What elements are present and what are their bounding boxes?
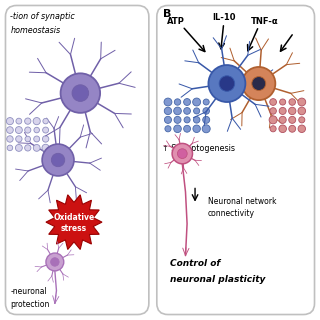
Text: stress: stress (61, 224, 87, 233)
Text: TNF-α: TNF-α (251, 17, 279, 26)
Circle shape (193, 98, 201, 106)
Circle shape (16, 136, 22, 142)
Circle shape (299, 117, 305, 123)
Circle shape (164, 116, 172, 124)
Circle shape (25, 118, 31, 124)
Circle shape (72, 85, 89, 101)
Circle shape (279, 108, 286, 115)
Circle shape (270, 99, 276, 105)
Circle shape (165, 126, 171, 132)
Circle shape (289, 107, 296, 115)
Circle shape (42, 144, 74, 176)
Circle shape (7, 127, 13, 133)
Circle shape (33, 117, 40, 125)
Circle shape (269, 116, 277, 124)
Circle shape (252, 76, 266, 91)
Circle shape (193, 116, 200, 123)
Circle shape (289, 125, 296, 132)
Text: Control of: Control of (170, 259, 220, 268)
Circle shape (16, 118, 22, 124)
Circle shape (43, 127, 49, 133)
Circle shape (51, 258, 59, 266)
Circle shape (174, 116, 181, 124)
Circle shape (164, 107, 172, 115)
Circle shape (184, 108, 190, 114)
Circle shape (219, 76, 235, 91)
FancyBboxPatch shape (5, 5, 149, 315)
Circle shape (7, 136, 13, 142)
Circle shape (25, 136, 30, 142)
Text: protection: protection (10, 300, 50, 309)
Circle shape (289, 99, 295, 105)
Circle shape (279, 116, 286, 124)
Circle shape (177, 149, 187, 158)
Circle shape (203, 99, 209, 105)
Text: connectivity: connectivity (208, 209, 255, 218)
Circle shape (289, 116, 296, 124)
Text: Neuronal network: Neuronal network (208, 197, 276, 206)
Circle shape (51, 153, 65, 167)
Circle shape (194, 108, 200, 114)
Text: -neuronal: -neuronal (10, 287, 47, 296)
Circle shape (184, 125, 190, 132)
FancyBboxPatch shape (157, 5, 315, 315)
Circle shape (280, 99, 286, 105)
Circle shape (43, 136, 49, 142)
Text: ↑ Synaptogenesis: ↑ Synaptogenesis (162, 144, 235, 153)
Text: B: B (163, 9, 172, 19)
Polygon shape (46, 195, 102, 250)
Circle shape (46, 253, 64, 271)
Text: IL-10: IL-10 (212, 13, 236, 22)
Circle shape (15, 144, 22, 151)
Circle shape (208, 65, 245, 102)
Circle shape (174, 107, 181, 115)
Circle shape (184, 99, 190, 106)
Circle shape (43, 118, 48, 124)
Circle shape (34, 136, 40, 142)
Text: Oxidative: Oxidative (53, 213, 95, 222)
Text: neuronal plasticity: neuronal plasticity (170, 275, 265, 284)
Text: homeostasis: homeostasis (10, 26, 60, 35)
Circle shape (242, 67, 275, 100)
Circle shape (25, 127, 31, 133)
Circle shape (184, 117, 190, 123)
Circle shape (164, 98, 172, 106)
Circle shape (279, 125, 286, 132)
Circle shape (6, 117, 13, 125)
Circle shape (33, 145, 40, 151)
Circle shape (172, 143, 193, 164)
Circle shape (42, 144, 49, 152)
Circle shape (270, 108, 276, 114)
Circle shape (174, 99, 181, 105)
Circle shape (298, 98, 306, 106)
Circle shape (60, 73, 100, 113)
Text: ATP: ATP (167, 17, 185, 26)
Circle shape (202, 125, 210, 133)
Circle shape (25, 145, 31, 151)
Circle shape (203, 116, 210, 123)
Circle shape (34, 127, 39, 133)
Circle shape (298, 125, 306, 132)
Circle shape (298, 107, 306, 115)
Circle shape (7, 145, 13, 151)
Circle shape (174, 125, 181, 132)
Circle shape (203, 108, 210, 114)
Circle shape (193, 125, 200, 132)
Text: -tion of synaptic: -tion of synaptic (10, 12, 75, 21)
Circle shape (15, 127, 22, 133)
Circle shape (270, 126, 276, 132)
